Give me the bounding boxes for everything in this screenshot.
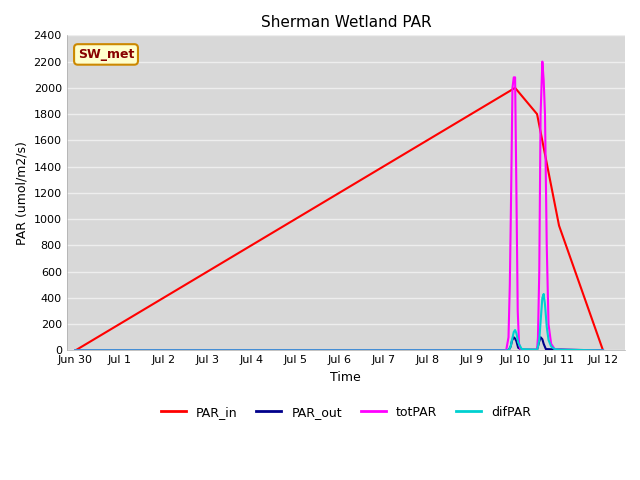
Y-axis label: PAR (umol/m2/s): PAR (umol/m2/s) (15, 141, 28, 245)
Title: Sherman Wetland PAR: Sherman Wetland PAR (260, 15, 431, 30)
Legend: PAR_in, PAR_out, totPAR, difPAR: PAR_in, PAR_out, totPAR, difPAR (156, 401, 536, 424)
X-axis label: Time: Time (330, 371, 361, 384)
Text: SW_met: SW_met (78, 48, 134, 61)
